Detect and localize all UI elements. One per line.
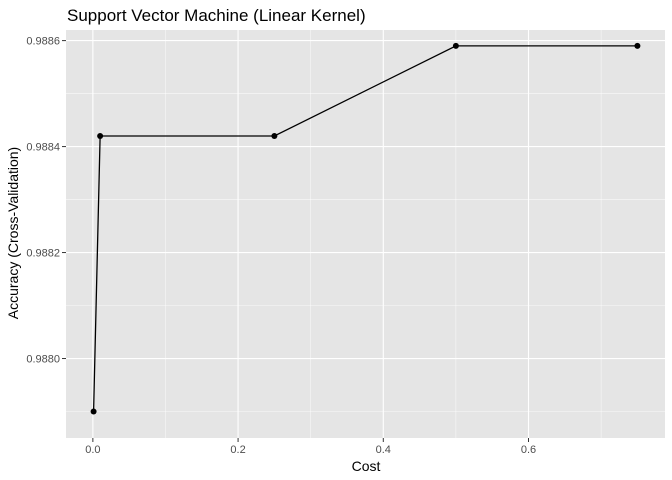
series — [90, 42, 641, 415]
x-tick-label: 0.4 — [376, 444, 391, 456]
grid-minor — [66, 30, 665, 438]
x-tick-label: 0.0 — [85, 444, 100, 456]
x-tick-label: 0.2 — [230, 444, 245, 456]
data-point — [452, 42, 459, 49]
x-tick-label: 0.6 — [521, 444, 536, 456]
y-tick-label: 0.9884 — [26, 142, 60, 154]
y-tick-label: 0.9882 — [26, 248, 60, 260]
y-tick-label: 0.9880 — [26, 354, 60, 366]
x-axis: 0.0 0.2 0.4 0.6 — [85, 438, 536, 456]
data-point — [271, 132, 278, 139]
chart-title: Support Vector Machine (Linear Kernel) — [67, 6, 366, 25]
data-point — [90, 408, 97, 415]
data-point — [97, 132, 104, 139]
x-axis-label: Cost — [352, 458, 381, 474]
y-tick-label: 0.9886 — [26, 36, 60, 48]
y-axis-label: Accuracy (Cross-Validation) — [5, 147, 21, 319]
plot-panel — [66, 30, 665, 438]
y-axis: 0.9880 0.9882 0.9884 0.9886 — [26, 36, 66, 366]
grid-major — [66, 30, 665, 438]
data-point — [634, 42, 641, 49]
